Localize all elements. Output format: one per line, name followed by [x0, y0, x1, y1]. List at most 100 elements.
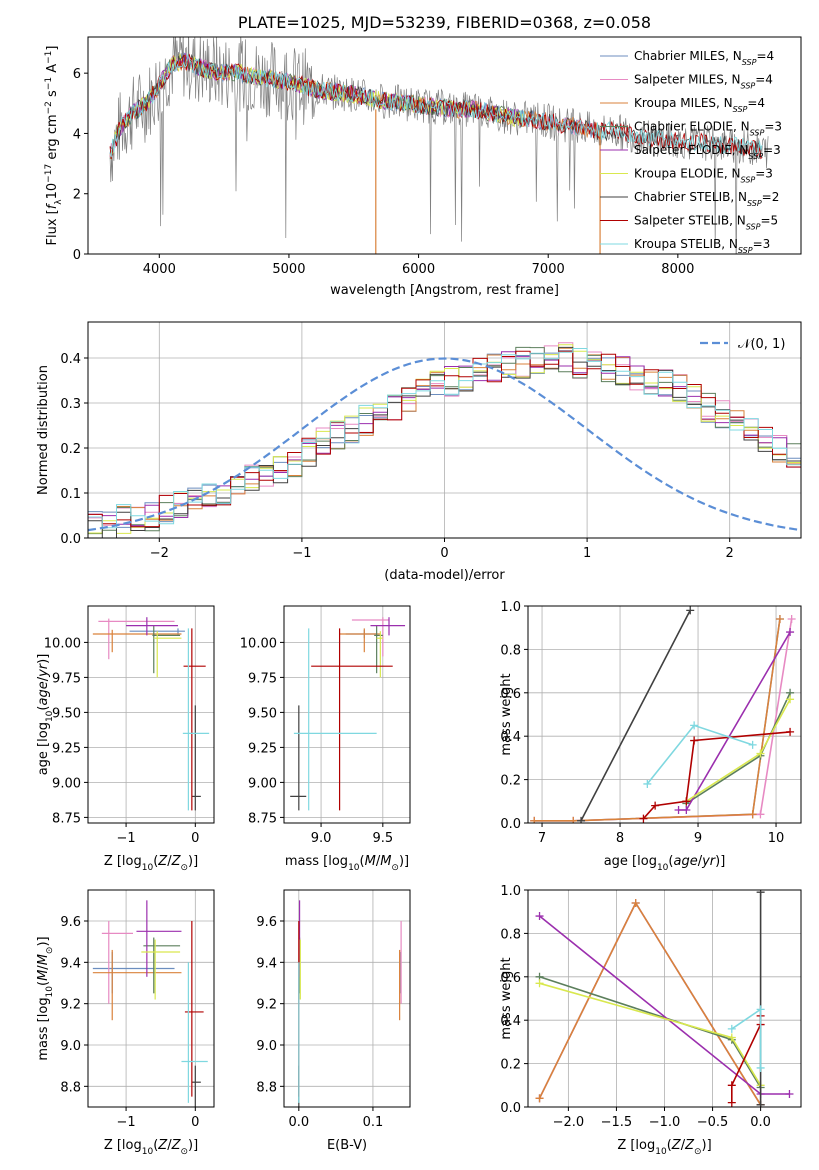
x-tick-label: −2: [150, 546, 169, 561]
legend-sub: SSP: [748, 152, 763, 161]
x-tick-label: 7000: [532, 262, 565, 277]
weight-marker: [674, 805, 683, 814]
weight-marker: [535, 1094, 544, 1103]
spectrum-panel: PLATE=1025, MJD=53239, FIBERID=0368, z=0…: [44, 13, 802, 298]
label-part: 10: [142, 863, 154, 873]
weight-line: [539, 982, 762, 1086]
label-part: M: [380, 854, 391, 869]
weight-marker: [787, 615, 796, 624]
legend-entry: Chabrier ELODIE, NSSP=3: [634, 120, 782, 138]
plot-frame: [87, 321, 802, 539]
x-tick-label: 9.0: [311, 831, 332, 846]
errorbars: [92, 900, 208, 1107]
y-axis-label: Flux [fλ10−17 erg cm−2 s−1 A−1]: [44, 46, 64, 246]
label-part: mass [log: [36, 997, 51, 1060]
label-part: A: [45, 64, 60, 77]
legend-text: Kroupa STELIB, N: [634, 237, 738, 251]
y-tick-label: 0.4: [500, 1014, 521, 1029]
label-part: ⊙: [391, 863, 399, 873]
x-tick-label: 9: [694, 831, 702, 846]
weight-line: [642, 731, 791, 820]
weight-marker: [535, 979, 544, 988]
legend-tail: =5: [760, 214, 778, 228]
label-part: (: [36, 981, 51, 986]
age-vs-mass-panel: 9.0 9.5 8.75 9.00 9.25 9.50 9.75 10.00 mass [log…: [240, 605, 411, 873]
y-tick-label: 10.00: [240, 636, 277, 651]
label-part: 10: [45, 986, 55, 998]
label-part: 10: [655, 1147, 667, 1157]
histogram-lines: [88, 342, 801, 538]
weight-marker: [756, 1005, 765, 1014]
legend-tail: =2: [762, 190, 780, 204]
legend-entry: Kroupa ELODIE, NSSP=3: [634, 167, 773, 185]
legend-tail: =3: [763, 143, 781, 157]
label-part: Z: [171, 1138, 182, 1153]
y-tick-label: 0.4: [60, 352, 81, 367]
y-tick-label: 6: [73, 67, 81, 82]
weight-marker: [756, 749, 765, 758]
label-part: (: [667, 1138, 672, 1153]
y-tick-label: 0.8: [500, 643, 521, 658]
label-part: )]: [188, 854, 198, 869]
legend-sub: SSP: [741, 81, 756, 90]
legend-sub: SSP: [733, 105, 748, 114]
weight-marker: [727, 1024, 736, 1033]
y-tick-label: 0.1: [60, 487, 81, 502]
x-tick-label: 1: [583, 546, 591, 561]
label-part: age: [36, 681, 51, 705]
label-part: yr: [701, 854, 717, 869]
label-part: erg cm: [45, 114, 60, 163]
label-part: /: [376, 854, 381, 869]
weight-lines: [530, 606, 796, 823]
y-tick-label: 9.00: [52, 776, 81, 791]
x-tick-label: 4000: [143, 262, 176, 277]
legend-entry: 𝒩(0, 1): [738, 337, 785, 352]
x-tick-label: 0: [440, 546, 448, 561]
legend-entry: Salpeter ELODIE, NSSP=3: [634, 143, 781, 161]
label-part: ⊙: [694, 1147, 702, 1157]
residual-histogram: [88, 348, 801, 529]
y-tick-label: 2: [73, 188, 81, 203]
x-axis-label: Z [log10(Z/Z⊙)]: [104, 1138, 198, 1157]
legend-text: Chabrier MILES, N: [634, 49, 742, 63]
label-part: /: [167, 854, 172, 869]
normal-curve: [88, 357, 801, 532]
weight-line: [678, 631, 791, 811]
label-part: ⊙: [180, 1147, 188, 1157]
errorbars: [290, 617, 406, 811]
plot-frame: [283, 605, 411, 824]
x-tick-label: 0.1: [363, 1115, 384, 1130]
weight-marker: [530, 816, 539, 823]
y-tick-label: 0.6: [500, 971, 521, 986]
label-part: (: [360, 854, 365, 869]
y-tick-label: 9.25: [52, 741, 81, 756]
y-axis-label: mass weight: [499, 957, 514, 1039]
label-part: age: [673, 854, 697, 869]
y-tick-label: 9.75: [52, 671, 81, 686]
legend-text: Kroupa ELODIE, N: [634, 167, 741, 181]
y-tick-label: 8.8: [256, 1080, 277, 1095]
label-part: (: [36, 706, 51, 711]
weight-marker: [569, 816, 578, 823]
legend-text: Salpeter ELODIE, N: [634, 143, 748, 157]
x-tick-label: 9.5: [372, 831, 393, 846]
weight-line: [580, 609, 691, 822]
legend-text: Salpeter MILES, N: [634, 73, 741, 87]
label-part: 10: [45, 710, 55, 722]
y-tick-label: 9.0: [60, 1039, 81, 1054]
label-part: Z [log: [104, 1138, 142, 1153]
residuals-panel: −2 −1 0 1 2 0.0 0.1 0.2 0.3 0.4 𝒩(0, 1) (data-model…: [36, 321, 802, 583]
y-tick-label: 1.0: [500, 884, 521, 899]
weight-line: [685, 692, 791, 805]
label-part: Flux [: [45, 209, 60, 245]
label-part: Z: [157, 854, 168, 869]
y-tick-label: 9.50: [52, 706, 81, 721]
legend-entry: Salpeter STELIB, NSSP=5: [634, 214, 778, 232]
label-part: Z: [684, 1138, 695, 1153]
weight-line: [534, 618, 781, 822]
x-axis-label: wavelength [Angstrom, rest frame]: [330, 283, 559, 298]
x-tick-label: −1.0: [649, 1115, 681, 1130]
x-tick-label: 0.0: [750, 1115, 771, 1130]
plot-frame: [87, 36, 802, 255]
y-tick-label: 9.0: [256, 1039, 277, 1054]
